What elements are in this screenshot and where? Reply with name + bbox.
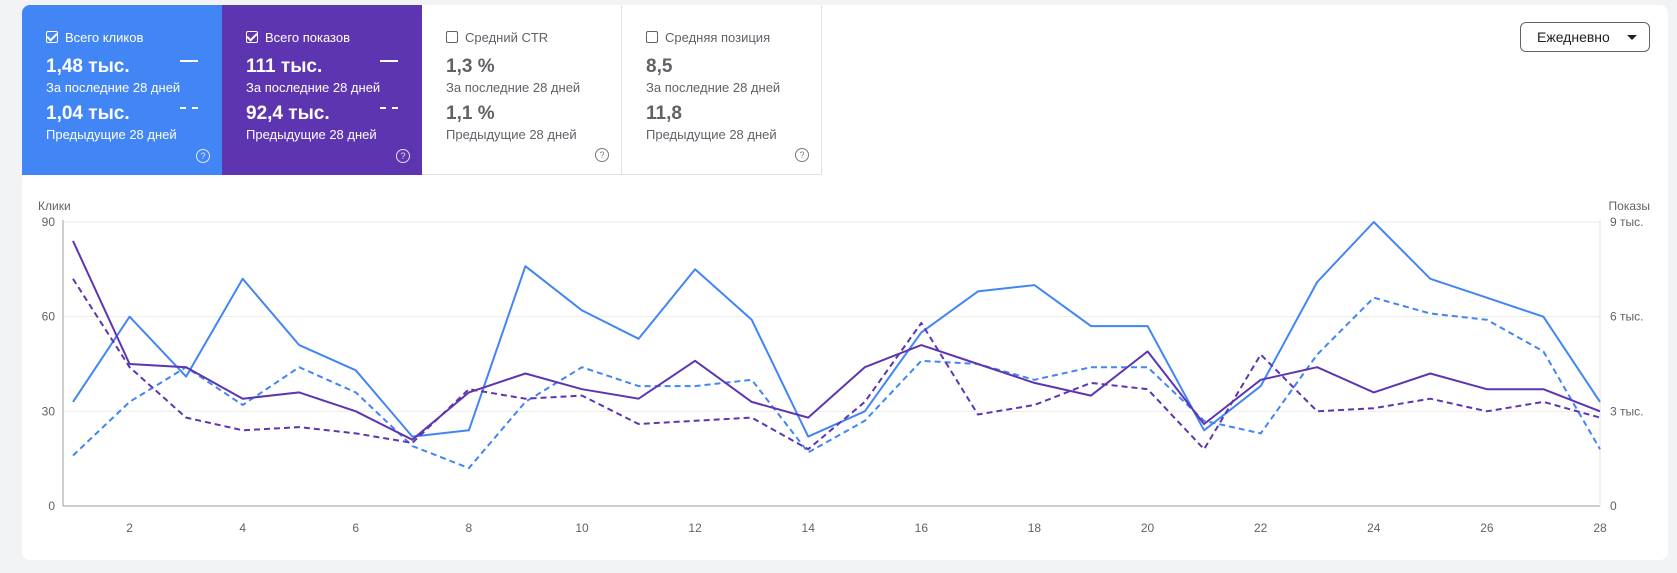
current-period: За последние 28 дней	[646, 80, 781, 95]
x-tick-label: 2	[126, 521, 133, 535]
previous-value: 92,4 тыс.	[246, 103, 330, 124]
metric-label: Средняя позиция	[665, 29, 771, 45]
metric-card-position[interactable]: Средняя позиция 8,5 За последние 28 дней…	[622, 5, 822, 175]
help-icon[interactable]: ?	[196, 149, 210, 163]
previous-value: 1,04 тыс.	[46, 103, 130, 124]
current-value: 8,5	[646, 56, 673, 77]
left-tick-label: 60	[42, 310, 56, 324]
current-value: 1,48 тыс.	[46, 56, 130, 77]
current-value: 111 тыс.	[246, 56, 323, 77]
metric-card-impressions[interactable]: Всего показов 111 тыс. За последние 28 д…	[222, 5, 422, 175]
right-tick-label: 9 тыс.	[1610, 215, 1643, 229]
previous-value: 11,8	[646, 103, 682, 124]
impressions-current-series-line	[72, 240, 1601, 441]
current-period: За последние 28 дней	[446, 80, 581, 95]
dashed-line-legend-icon	[380, 107, 398, 109]
checkbox-unchecked-icon[interactable]	[646, 31, 658, 43]
granularity-dropdown[interactable]: Ежедневно	[1520, 22, 1650, 52]
current-period: За последние 28 дней	[46, 80, 181, 95]
x-tick-label: 12	[688, 521, 702, 535]
x-tick-label: 16	[915, 521, 929, 535]
x-tick-label: 28	[1593, 521, 1607, 535]
impressions-previous-series-line	[72, 278, 1601, 451]
previous-period: Предыдущие 28 дней	[246, 127, 377, 142]
x-tick-label: 6	[352, 521, 359, 535]
previous-period: Предыдущие 28 дней	[646, 127, 777, 142]
help-icon[interactable]: ?	[595, 148, 609, 162]
previous-period: Предыдущие 28 дней	[46, 127, 177, 142]
x-tick-label: 14	[802, 521, 816, 535]
clicks-previous-series-line	[72, 296, 1601, 470]
left-tick-label: 90	[42, 215, 56, 229]
checkbox-checked-icon[interactable]	[246, 31, 258, 43]
x-tick-label: 20	[1141, 521, 1155, 535]
help-icon[interactable]: ?	[396, 149, 410, 163]
metric-card-header[interactable]: Средняя позиция	[646, 29, 821, 45]
metric-card-header[interactable]: Средний CTR	[446, 29, 621, 45]
checkbox-checked-icon[interactable]	[46, 31, 58, 43]
x-tick-label: 10	[575, 521, 589, 535]
left-tick-label: 30	[42, 404, 56, 418]
granularity-selected: Ежедневно	[1537, 29, 1610, 45]
x-tick-label: 26	[1480, 521, 1494, 535]
right-tick-label: 0	[1610, 499, 1617, 513]
x-tick-label: 4	[239, 521, 246, 535]
metric-card-ctr[interactable]: Средний CTR 1,3 % За последние 28 дней 1…	[422, 5, 622, 175]
clicks-current-series-line	[72, 221, 1601, 438]
right-axis-title: Показы	[1608, 199, 1650, 213]
x-tick-label: 18	[1028, 521, 1042, 535]
previous-value: 1,1 %	[446, 103, 495, 124]
solid-line-legend-icon	[380, 60, 398, 62]
right-tick-label: 3 тыс.	[1610, 404, 1643, 418]
x-tick-label: 24	[1367, 521, 1381, 535]
solid-line-legend-icon	[180, 60, 198, 62]
x-tick-label: 22	[1254, 521, 1268, 535]
metric-cards: Всего кликов 1,48 тыс. За последние 28 д…	[22, 5, 822, 175]
x-tick-label: 8	[466, 521, 473, 535]
left-tick-label: 0	[48, 499, 55, 513]
checkbox-unchecked-icon[interactable]	[446, 31, 458, 43]
metric-card-clicks[interactable]: Всего кликов 1,48 тыс. За последние 28 д…	[22, 5, 222, 175]
chevron-down-icon	[1627, 35, 1637, 40]
help-icon[interactable]: ?	[795, 148, 809, 162]
previous-period: Предыдущие 28 дней	[446, 127, 577, 142]
metric-label: Всего кликов	[65, 29, 144, 45]
right-tick-label: 6 тыс.	[1610, 310, 1643, 324]
metric-card-header[interactable]: Всего показов	[246, 29, 422, 45]
left-axis-title: Клики	[38, 199, 71, 213]
dashed-line-legend-icon	[180, 107, 198, 109]
current-value: 1,3 %	[446, 56, 495, 77]
current-period: За последние 28 дней	[246, 80, 381, 95]
metric-label: Всего показов	[265, 29, 350, 45]
metric-label: Средний CTR	[465, 29, 549, 45]
metric-card-header[interactable]: Всего кликов	[46, 29, 222, 45]
